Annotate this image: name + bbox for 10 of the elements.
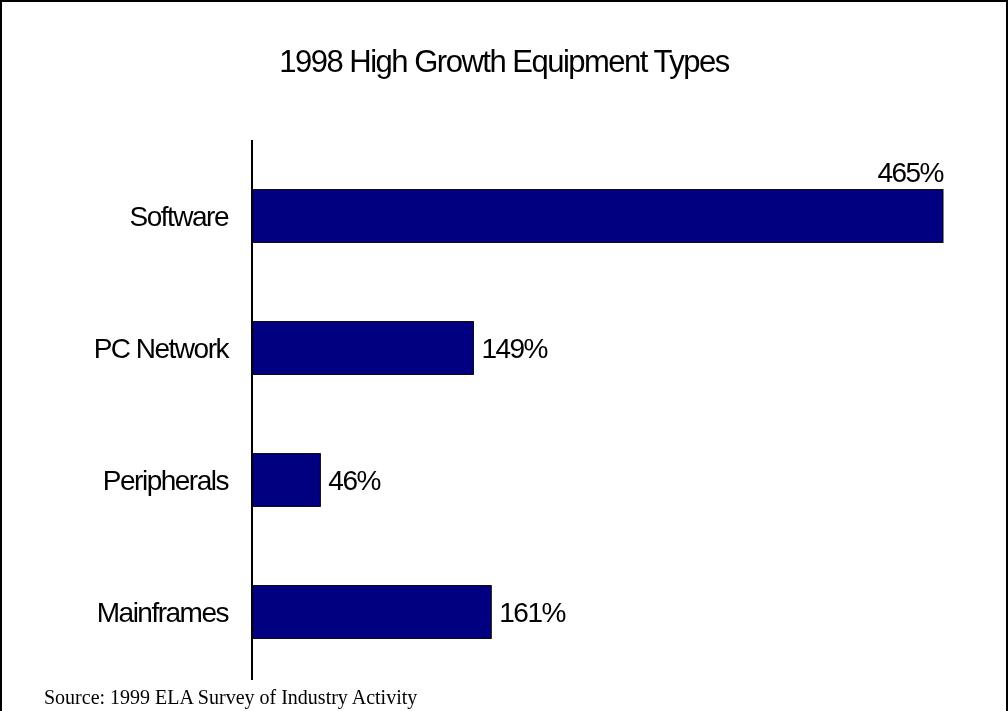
y-tick-label: Peripherals bbox=[102, 464, 229, 496]
data-label: 465% bbox=[877, 156, 944, 188]
y-tick-label: PC Network bbox=[93, 332, 231, 364]
source-note: Source: 1999 ELA Survey of Industry Activity bbox=[44, 686, 418, 709]
y-tick-label: Mainframes bbox=[96, 596, 229, 628]
data-label: 46% bbox=[328, 464, 381, 496]
y-tick-label: Software bbox=[129, 200, 229, 232]
chart-title: 1998 High Growth Equipment Types bbox=[279, 44, 730, 79]
data-label: 149% bbox=[481, 332, 548, 364]
data-label: 161% bbox=[499, 596, 566, 628]
